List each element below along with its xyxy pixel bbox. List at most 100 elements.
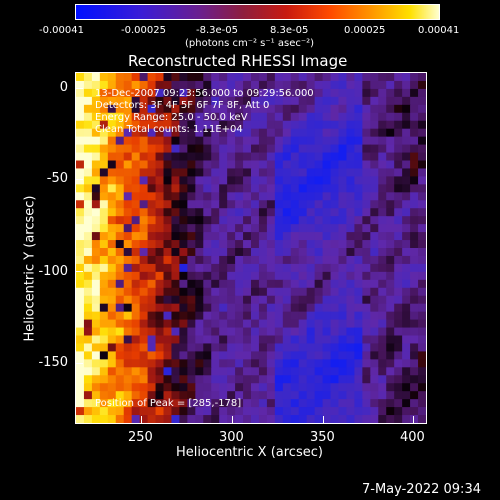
heatmap-cell [195,279,204,289]
heatmap-cell [227,391,236,400]
heatmap-cell [187,192,196,201]
heatmap-cell [219,351,228,360]
x-tick-label: 400 [400,430,425,445]
heatmap-cell [314,311,324,321]
heatmap-cell [115,359,125,368]
heatmap-cell [155,73,165,82]
heatmap-cell [290,367,300,376]
heatmap-cell [282,200,292,209]
heatmap-cell [410,232,419,241]
heatmap-cell [418,200,426,209]
heatmap-cell [354,144,363,154]
heatmap-cell [139,415,149,423]
heatmap-cell [338,184,348,193]
heatmap-cell [171,200,180,209]
heatmap-cell [195,327,204,337]
heatmap-cell [418,88,426,98]
heatmap-cell [115,255,125,265]
heatmap-cell [386,104,395,114]
heatmap-cell [362,391,371,400]
heatmap-cell [203,311,212,321]
heatmap-cell [219,248,228,257]
heatmap-cell [410,375,419,384]
heatmap-cell [195,216,204,225]
heatmap-cell [131,327,141,337]
heatmap-cell [195,383,204,392]
heatmap-cell [290,311,300,321]
heatmap-cell [330,144,340,154]
heatmap-cell [410,128,419,138]
heatmap-cell [155,184,165,193]
annotation-energy: Energy Range: 25.0 - 50.0 keV [95,112,248,123]
heatmap-cell [362,112,371,122]
heatmap-cell [76,327,85,337]
heatmap-cell [251,359,260,368]
heatmap-cell [394,104,403,114]
heatmap-cell [322,287,332,297]
heatmap-cell [76,216,85,225]
heatmap-cell [346,311,355,321]
heatmap-cell [330,367,340,376]
heatmap-cell [386,120,395,130]
heatmap-cell [195,128,204,138]
heatmap-cell [274,104,284,114]
heatmap-cell [418,383,426,392]
heatmap-cell [418,192,426,201]
heatmap-cell [362,335,371,345]
heatmap-cell [187,311,196,321]
heatmap-cell [123,80,133,90]
heatmap-cell [370,311,379,321]
heatmap-cell [107,248,117,257]
heatmap-cell [203,232,212,241]
heatmap-cell [227,343,236,352]
heatmap-cell [179,319,188,329]
timestamp: 7-May-2022 09:34 [362,482,481,497]
heatmap-cell [107,367,117,376]
heatmap-cell [195,80,204,90]
heatmap-cell [258,168,268,177]
heatmap-cell [282,311,292,321]
heatmap-cell [203,136,212,146]
heatmap-cell [107,120,117,130]
heatmap-cell [115,88,125,98]
heatmap-cell [290,136,300,146]
heatmap-cell [258,96,268,106]
heatmap-cell [298,303,308,313]
heatmap-cell [266,192,276,201]
heatmap-cell [99,383,109,392]
heatmap-cell [211,263,220,273]
colorbar-tick: -0.00025 [121,25,166,36]
heatmap-cell [195,359,204,368]
heatmap-cell [123,240,133,249]
heatmap-cell [266,351,276,360]
heatmap-cell [107,160,117,170]
heatmap-cell [219,120,228,130]
colorbar [75,4,440,20]
heatmap-cell [418,279,426,289]
heatmap-cell [386,88,395,98]
heatmap-cell [203,375,212,384]
heatmap-cell [402,168,411,177]
heatmap-cell [195,96,204,106]
heatmap-cell [378,232,387,241]
heatmap-cell [378,303,387,313]
heatmap-cell [99,279,109,289]
heatmap-cell [346,343,355,352]
heatmap-cell [227,303,236,313]
heatmap-cell [76,391,85,400]
heatmap-cell [338,263,348,273]
heatmap-cell [171,248,180,257]
heatmap-cell [402,271,411,281]
heatmap-cell [131,192,141,201]
heatmap-cell [362,184,371,193]
heatmap-cell [235,319,244,329]
heatmap-cell [115,160,125,170]
heatmap-cell [418,391,426,400]
heatmap-cell [171,343,180,352]
heatmap-cell [402,343,411,352]
y-tick-mark [75,271,83,272]
heatmap-cell [346,407,355,416]
heatmap-cell [266,319,276,329]
heatmap-cell [83,136,93,146]
heatmap-cell [203,391,212,400]
